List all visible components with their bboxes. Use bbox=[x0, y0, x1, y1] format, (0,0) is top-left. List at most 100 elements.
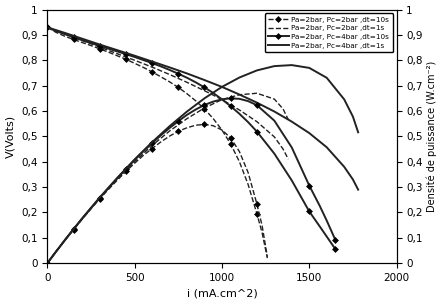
Pa=2bar, Pc=4bar ,dt=1s bbox=[167, 66, 172, 69]
Pa=2bar, Pc=2bar ,dt=10s bbox=[141, 66, 146, 69]
Pa=2bar, Pc=4bar ,dt=10s bbox=[115, 50, 120, 53]
Pa=2bar, Pc=2bar ,dt=1s bbox=[80, 39, 85, 42]
Pa=2bar, Pc=4bar ,dt=10s bbox=[106, 47, 111, 50]
Pa=2bar, Pc=4bar ,dt=10s bbox=[289, 179, 295, 182]
Pa=2bar, Pc=4bar ,dt=1s bbox=[324, 145, 329, 149]
Pa=2bar, Pc=2bar ,dt=10s bbox=[106, 50, 111, 54]
Pa=2bar, Pc=4bar ,dt=10s bbox=[54, 29, 59, 33]
Pa=2bar, Pc=2bar ,dt=10s bbox=[132, 61, 137, 65]
Pa=2bar, Pc=2bar ,dt=1s bbox=[62, 32, 67, 36]
Pa=2bar, Pc=4bar ,dt=10s bbox=[62, 32, 67, 36]
Pa=2bar, Pc=4bar ,dt=10s bbox=[184, 76, 190, 80]
Pa=2bar, Pc=4bar ,dt=10s bbox=[210, 91, 216, 95]
Pa=2bar, Pc=4bar ,dt=10s bbox=[245, 120, 251, 124]
Pa=2bar, Pc=4bar ,dt=1s bbox=[132, 54, 137, 57]
Pa=2bar, Pc=2bar ,dt=1s bbox=[167, 73, 172, 76]
Pa=2bar, Pc=2bar ,dt=10s bbox=[97, 47, 102, 51]
Pa=2bar, Pc=4bar ,dt=10s bbox=[317, 225, 323, 228]
Pa=2bar, Pc=4bar ,dt=1s bbox=[237, 93, 242, 96]
Pa=2bar, Pc=4bar ,dt=1s bbox=[254, 101, 260, 105]
Pa=2bar, Pc=2bar ,dt=1s bbox=[184, 81, 190, 84]
Pa=2bar, Pc=2bar ,dt=10s bbox=[260, 231, 265, 235]
Pa=2bar, Pc=2bar ,dt=10s bbox=[184, 92, 190, 95]
Pa=2bar, Pc=2bar ,dt=1s bbox=[219, 98, 225, 102]
Pa=2bar, Pc=4bar ,dt=10s bbox=[158, 64, 163, 68]
Pa=2bar, Pc=4bar ,dt=10s bbox=[45, 26, 50, 29]
Pa=2bar, Pc=2bar ,dt=1s bbox=[286, 157, 291, 161]
Pa=2bar, Pc=4bar ,dt=1s bbox=[184, 72, 190, 75]
Pa=2bar, Pc=4bar ,dt=1s bbox=[272, 110, 277, 113]
Pa=2bar, Pc=2bar ,dt=10s bbox=[210, 117, 216, 120]
Pa=2bar, Pc=4bar ,dt=10s bbox=[324, 235, 329, 238]
Pa=2bar, Pc=2bar ,dt=10s bbox=[193, 99, 198, 103]
Pa=2bar, Pc=2bar ,dt=10s bbox=[219, 128, 225, 132]
Pa=2bar, Pc=2bar ,dt=10s bbox=[45, 26, 50, 29]
Line: Pa=2bar, Pc=2bar ,dt=1s: Pa=2bar, Pc=2bar ,dt=1s bbox=[47, 27, 288, 159]
Pa=2bar, Pc=2bar ,dt=1s bbox=[115, 52, 120, 56]
Pa=2bar, Pc=2bar ,dt=1s bbox=[272, 135, 277, 139]
Pa=2bar, Pc=4bar ,dt=1s bbox=[115, 48, 120, 52]
Legend: Pa=2bar, Pc=2bar ,dt=10s, Pa=2bar, Pc=2bar ,dt=1s, Pa=2bar, Pc=4bar ,dt=10s, Pa=: Pa=2bar, Pc=2bar ,dt=10s, Pa=2bar, Pc=2b… bbox=[265, 13, 393, 52]
Line: Pa=2bar, Pc=2bar ,dt=10s: Pa=2bar, Pc=2bar ,dt=10s bbox=[45, 25, 269, 260]
Pa=2bar, Pc=2bar ,dt=10s bbox=[167, 80, 172, 84]
Pa=2bar, Pc=2bar ,dt=10s bbox=[54, 31, 59, 34]
Pa=2bar, Pc=4bar ,dt=1s bbox=[289, 120, 295, 123]
Pa=2bar, Pc=2bar ,dt=10s bbox=[80, 41, 85, 44]
Pa=2bar, Pc=4bar ,dt=10s bbox=[141, 58, 146, 62]
Pa=2bar, Pc=2bar ,dt=1s bbox=[97, 45, 102, 49]
Pa=2bar, Pc=4bar ,dt=10s bbox=[333, 247, 338, 251]
Pa=2bar, Pc=4bar ,dt=10s bbox=[175, 72, 181, 75]
Pa=2bar, Pc=2bar ,dt=10s bbox=[237, 160, 242, 164]
Pa=2bar, Pc=2bar ,dt=1s bbox=[45, 26, 50, 29]
Pa=2bar, Pc=4bar ,dt=10s bbox=[228, 104, 233, 108]
Pa=2bar, Pc=2bar ,dt=1s bbox=[202, 89, 207, 92]
Pa=2bar, Pc=4bar ,dt=10s bbox=[97, 44, 102, 48]
Pa=2bar, Pc=4bar ,dt=1s bbox=[307, 131, 312, 135]
Pa=2bar, Pc=4bar ,dt=10s bbox=[80, 38, 85, 42]
Pa=2bar, Pc=2bar ,dt=1s bbox=[237, 108, 242, 112]
Pa=2bar, Pc=4bar ,dt=1s bbox=[45, 26, 50, 29]
Pa=2bar, Pc=4bar ,dt=10s bbox=[307, 209, 312, 213]
Pa=2bar, Pc=4bar ,dt=1s bbox=[350, 178, 356, 181]
Pa=2bar, Pc=2bar ,dt=10s bbox=[62, 34, 67, 38]
Pa=2bar, Pc=4bar ,dt=1s bbox=[80, 37, 85, 40]
Pa=2bar, Pc=4bar ,dt=10s bbox=[123, 52, 128, 56]
Pa=2bar, Pc=2bar ,dt=10s bbox=[71, 38, 76, 41]
Pa=2bar, Pc=4bar ,dt=10s bbox=[193, 81, 198, 84]
X-axis label: i (mA.cm^2): i (mA.cm^2) bbox=[187, 288, 257, 299]
Pa=2bar, Pc=4bar ,dt=1s bbox=[355, 188, 361, 192]
Pa=2bar, Pc=4bar ,dt=10s bbox=[202, 86, 207, 89]
Pa=2bar, Pc=2bar ,dt=10s bbox=[202, 107, 207, 111]
Line: Pa=2bar, Pc=4bar ,dt=1s: Pa=2bar, Pc=4bar ,dt=1s bbox=[47, 27, 358, 190]
Pa=2bar, Pc=4bar ,dt=10s bbox=[149, 61, 155, 65]
Line: Pa=2bar, Pc=4bar ,dt=10s: Pa=2bar, Pc=4bar ,dt=10s bbox=[45, 25, 338, 251]
Pa=2bar, Pc=4bar ,dt=10s bbox=[237, 112, 242, 116]
Pa=2bar, Pc=4bar ,dt=1s bbox=[219, 85, 225, 89]
Pa=2bar, Pc=2bar ,dt=10s bbox=[254, 212, 260, 216]
Pa=2bar, Pc=4bar ,dt=10s bbox=[132, 55, 137, 59]
Pa=2bar, Pc=2bar ,dt=10s bbox=[245, 183, 251, 186]
Pa=2bar, Pc=2bar ,dt=10s bbox=[175, 86, 181, 89]
Pa=2bar, Pc=2bar ,dt=1s bbox=[280, 147, 286, 151]
Y-axis label: V(Volts): V(Volts) bbox=[6, 115, 16, 158]
Pa=2bar, Pc=4bar ,dt=1s bbox=[97, 43, 102, 47]
Pa=2bar, Pc=4bar ,dt=1s bbox=[202, 78, 207, 82]
Pa=2bar, Pc=4bar ,dt=10s bbox=[219, 98, 225, 101]
Pa=2bar, Pc=4bar ,dt=10s bbox=[254, 130, 260, 133]
Pa=2bar, Pc=2bar ,dt=10s bbox=[228, 142, 233, 146]
Pa=2bar, Pc=4bar ,dt=1s bbox=[149, 60, 155, 63]
Pa=2bar, Pc=2bar ,dt=10s bbox=[149, 70, 155, 74]
Pa=2bar, Pc=4bar ,dt=10s bbox=[272, 152, 277, 155]
Pa=2bar, Pc=2bar ,dt=1s bbox=[132, 58, 137, 62]
Pa=2bar, Pc=2bar ,dt=10s bbox=[158, 75, 163, 79]
Pa=2bar, Pc=2bar ,dt=10s bbox=[115, 54, 120, 57]
Y-axis label: Densité de puissance (W.cm⁻²): Densité de puissance (W.cm⁻²) bbox=[427, 61, 437, 212]
Pa=2bar, Pc=4bar ,dt=10s bbox=[71, 35, 76, 39]
Pa=2bar, Pc=4bar ,dt=10s bbox=[167, 68, 172, 72]
Pa=2bar, Pc=2bar ,dt=10s bbox=[88, 44, 93, 47]
Pa=2bar, Pc=4bar ,dt=1s bbox=[62, 31, 67, 35]
Pa=2bar, Pc=4bar ,dt=1s bbox=[342, 165, 347, 169]
Pa=2bar, Pc=2bar ,dt=10s bbox=[123, 57, 128, 61]
Pa=2bar, Pc=2bar ,dt=1s bbox=[149, 65, 155, 69]
Pa=2bar, Pc=2bar ,dt=1s bbox=[254, 120, 260, 123]
